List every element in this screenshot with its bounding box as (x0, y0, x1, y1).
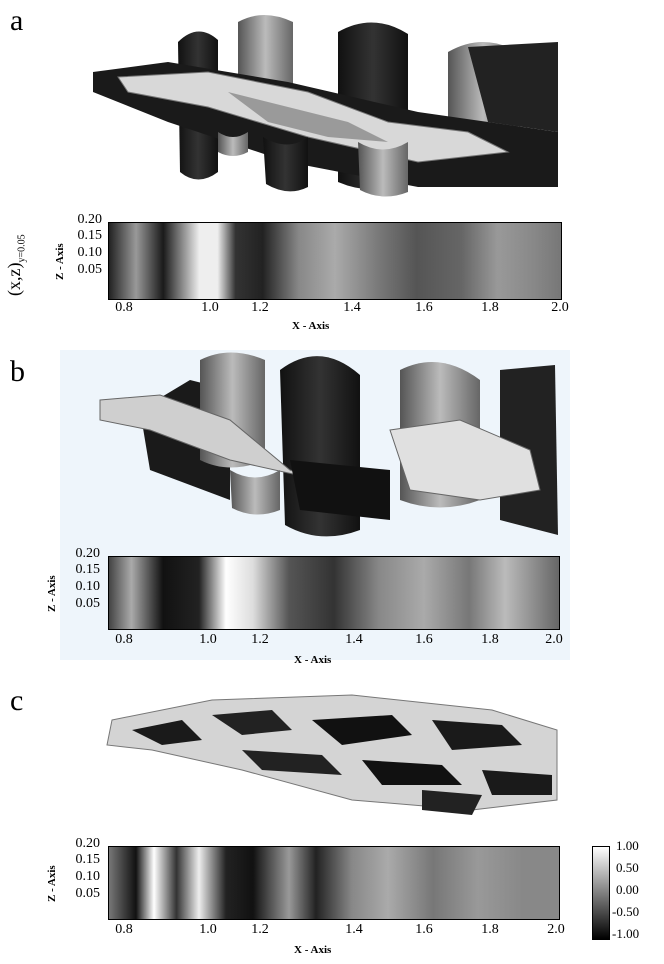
contour-slice-b (108, 556, 560, 630)
x-tick-b: 1.2 (251, 632, 269, 647)
x-tick-c: 1.0 (199, 922, 217, 937)
panel-label-a: a (10, 4, 24, 37)
x-axis-label-c: X - Axis (294, 944, 332, 956)
y-tick-b: 0.10 (75, 579, 101, 594)
x-tick-c: 0.8 (115, 922, 133, 937)
y-tick-b: 0.20 (75, 546, 101, 561)
x-tick-a: 1.2 (251, 300, 269, 315)
colorbar-tick: -1.00 (612, 926, 640, 941)
y-tick-b: 0.05 (75, 596, 101, 611)
panel-label-c: c (10, 684, 24, 717)
y-tick-c: 0.10 (75, 869, 101, 884)
x-tick-c: 2.0 (547, 922, 565, 937)
isosurface-render-c (92, 690, 562, 830)
x-tick-a: 1.0 (201, 300, 219, 315)
colorbar-tick: -0.50 (612, 904, 640, 919)
y-tick-c: 0.05 (75, 886, 101, 901)
x-tick-b: 1.0 (199, 632, 217, 647)
x-tick-a: 0.8 (115, 300, 133, 315)
x-tick-b: 0.8 (115, 632, 133, 647)
x-tick-a: 2.0 (551, 300, 569, 315)
y-tick-a: 0.20 (77, 212, 103, 227)
x-tick-a: 1.8 (481, 300, 499, 315)
y-tick-b: 0.15 (75, 562, 101, 577)
colorbar (592, 846, 610, 940)
slice-plane-label: (x,z)y=0.05 (4, 234, 28, 296)
x-tick-c: 1.4 (345, 922, 363, 937)
panel-label-b: b (10, 355, 25, 388)
x-tick-b: 1.8 (481, 632, 499, 647)
contour-slice-a (108, 222, 562, 300)
x-tick-b: 1.4 (345, 632, 363, 647)
y-axis-label-b: Z - Axis (46, 575, 58, 612)
x-tick-b: 1.6 (415, 632, 433, 647)
y-tick-c: 0.15 (75, 852, 101, 867)
isosurface-render-a (88, 12, 570, 200)
y-tick-a: 0.10 (77, 245, 103, 260)
colorbar-tick: 0.50 (616, 860, 639, 875)
x-axis-label-a: X - Axis (292, 320, 330, 332)
x-tick-b: 2.0 (545, 632, 563, 647)
contour-slice-c (108, 846, 560, 920)
x-tick-a: 1.4 (343, 300, 361, 315)
x-axis-label-b: X - Axis (294, 654, 332, 666)
x-tick-c: 1.2 (251, 922, 269, 937)
x-tick-a: 1.6 (415, 300, 433, 315)
colorbar-tick: 0.00 (616, 882, 639, 897)
colorbar-tick: 1.00 (616, 838, 639, 853)
y-tick-a: 0.05 (77, 262, 103, 277)
y-tick-a: 0.15 (77, 228, 103, 243)
x-tick-c: 1.8 (481, 922, 499, 937)
x-tick-c: 1.6 (415, 922, 433, 937)
y-tick-c: 0.20 (75, 836, 101, 851)
y-axis-label-c: Z - Axis (46, 865, 58, 902)
